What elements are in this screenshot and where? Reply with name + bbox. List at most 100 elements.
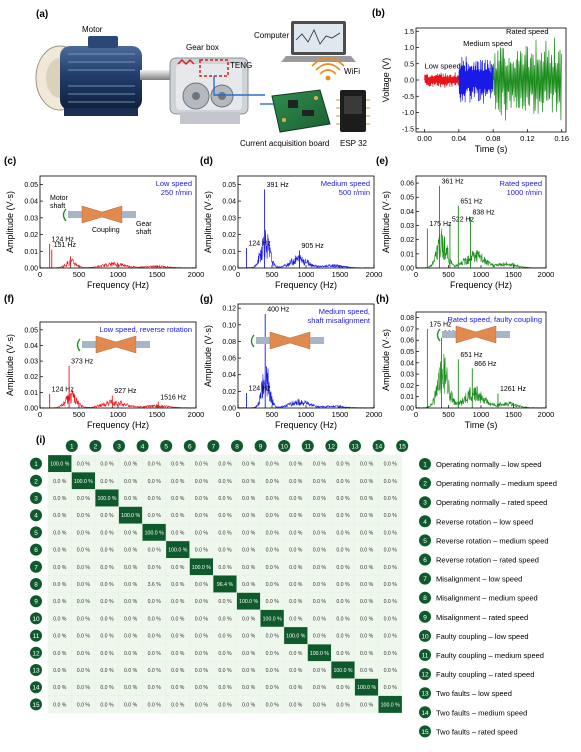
matrix-cell-value: 0.0 % bbox=[313, 616, 327, 622]
matrix-cell bbox=[378, 695, 403, 714]
col-header-label: 4 bbox=[141, 444, 145, 451]
matrix-cell-value: 0.0 % bbox=[124, 565, 138, 571]
matrix-cell-value: 100.0 % bbox=[263, 616, 282, 622]
chart-panels: (b) 0.00 0.04 0.08 0.12 0.16 -1.5 -1.0 -0.5 0.0 0.… bbox=[4, 8, 569, 430]
panel-b: (b) 0.00 0.04 0.08 0.12 0.16 -1.5 -1.0 -0.5 0.0 0.… bbox=[372, 8, 569, 154]
matrix-cell-value: 0.0 % bbox=[53, 582, 67, 588]
matrix-cell-value: 0.0 % bbox=[218, 496, 232, 502]
x-tick-label: 2000 bbox=[188, 410, 205, 419]
matrix-cell-value: 0.0 % bbox=[242, 668, 256, 674]
matrix-cell-value: 0.0 % bbox=[171, 462, 185, 468]
x-axis-label: Time (s) bbox=[475, 144, 508, 154]
legend-badge-number: 13 bbox=[421, 691, 429, 698]
x-axis-label: Frequency (Hz) bbox=[87, 420, 149, 430]
spectrum-line bbox=[415, 353, 546, 409]
matrix-cell-value: 0.0 % bbox=[148, 668, 162, 674]
matrix-cell-value: 0.0 % bbox=[360, 496, 374, 502]
matrix-cell-value: 0.0 % bbox=[171, 599, 185, 605]
row-header-label: 7 bbox=[34, 564, 38, 571]
peak-label: 905 Hz bbox=[302, 243, 325, 250]
matrix-cell-value: 0.0 % bbox=[218, 513, 232, 519]
peak-label: 175 Hz bbox=[429, 322, 452, 329]
series-line-low-speed bbox=[424, 72, 460, 89]
gear-shaft-shape bbox=[136, 341, 150, 348]
matrix-cell-value: 0.0 % bbox=[313, 462, 327, 468]
peak-label: 927 Hz bbox=[114, 388, 137, 395]
row-header-label: 15 bbox=[32, 702, 40, 709]
series-label-medium: Medium speed bbox=[463, 39, 512, 48]
matrix-cell-value: 0.0 % bbox=[218, 599, 232, 605]
legend-badge bbox=[419, 725, 431, 738]
matrix-cell-value: 0.0 % bbox=[384, 462, 398, 468]
peak-label: 651 Hz bbox=[460, 352, 483, 359]
matrix-cell-value: 0.0 % bbox=[195, 668, 209, 674]
col-header-label: 11 bbox=[304, 444, 311, 451]
matrix-cell-value: 0.0 % bbox=[384, 685, 398, 691]
matrix-cell-value: 0.0 % bbox=[100, 513, 114, 519]
gearbox-illustration bbox=[169, 57, 249, 124]
y-tick-label: 0.05 bbox=[400, 349, 414, 356]
row-header-label: 2 bbox=[34, 478, 38, 485]
legend-badge-number: 12 bbox=[421, 672, 429, 679]
x-tick-label: 1000 bbox=[110, 270, 127, 279]
x-axis-label: Time (s) bbox=[465, 420, 498, 430]
matrix-cell-value: 0.0 % bbox=[242, 565, 256, 571]
matrix-cell-value: 0.0 % bbox=[289, 530, 303, 536]
matrix-cell-value: 0.0 % bbox=[100, 530, 114, 536]
x-tick-label: 1500 bbox=[505, 410, 522, 419]
x-axis-label: Frequency (Hz) bbox=[275, 420, 337, 430]
matrix-cell-value: 0.0 % bbox=[313, 479, 327, 485]
matrix-cell-value: 0.0 % bbox=[124, 496, 138, 502]
matrix-cell-value: 0.0 % bbox=[171, 668, 185, 674]
y-tick-label: 0.03 bbox=[24, 215, 38, 222]
row-header-badge bbox=[30, 681, 42, 694]
matrix-cell-value: 0.0 % bbox=[360, 565, 374, 571]
matrix-cell-value: 0.0 % bbox=[53, 634, 67, 640]
matrix-cell-value: 100.0 % bbox=[121, 513, 140, 519]
matrix-cell-value: 0.0 % bbox=[171, 496, 185, 502]
y-tick-label: 0.02 bbox=[222, 389, 236, 396]
panel-letter-i: (i) bbox=[36, 435, 45, 446]
x-tick-label: 1500 bbox=[505, 270, 522, 279]
matrix-cell-value: 0.0 % bbox=[124, 616, 138, 622]
matrix-cell-value: 0.0 % bbox=[148, 548, 162, 554]
matrix-cell-value: 0.0 % bbox=[148, 616, 162, 622]
col-header-badge bbox=[396, 440, 409, 452]
matrix-cell-value: 0.0 % bbox=[53, 548, 67, 554]
peak-label: 373 Hz bbox=[71, 358, 94, 365]
matrix-cell-value: 0.0 % bbox=[124, 668, 138, 674]
gear-shaft-shape bbox=[310, 337, 324, 344]
peak-label: 1261 Hz bbox=[500, 386, 527, 393]
inset-label: Gear bbox=[136, 221, 152, 228]
legend-text: 250 r/min bbox=[161, 188, 192, 197]
matrix-cell-value: 0.0 % bbox=[313, 513, 327, 519]
matrix-cell-value: 0.0 % bbox=[384, 651, 398, 657]
series-label-low: Low speed bbox=[425, 62, 461, 71]
matrix-cell-value: 0.0 % bbox=[100, 702, 114, 708]
wire-teng-board bbox=[213, 76, 265, 96]
col-header-label: 12 bbox=[328, 444, 336, 451]
matrix-cell-value: 0.0 % bbox=[242, 513, 256, 519]
matrix-cell-value: 0.0 % bbox=[195, 616, 209, 622]
matrix-cell-value: 0.0 % bbox=[289, 582, 303, 588]
legend-text: Rated speed bbox=[499, 179, 542, 188]
legend-badge-number: 6 bbox=[423, 557, 427, 564]
row-header-badge bbox=[30, 612, 42, 625]
matrix-cell-value: 0.0 % bbox=[148, 462, 162, 468]
peak-label: 391 Hz bbox=[267, 182, 290, 189]
y-tick-label: 0.02 bbox=[400, 383, 414, 390]
x-tick-label: 2000 bbox=[366, 410, 383, 419]
matrix-cell-value: 0.0 % bbox=[289, 685, 303, 691]
legend-badge bbox=[419, 553, 431, 566]
x-tick-label: 1000 bbox=[473, 410, 490, 419]
matrix-cell-value: 0.0 % bbox=[218, 548, 232, 554]
y-tick-label: 0.03 bbox=[400, 372, 414, 379]
matrix-cell-value: 0.0 % bbox=[336, 599, 350, 605]
x-axis-label: Frequency (Hz) bbox=[275, 280, 337, 290]
matrix-cell-value: 0.0 % bbox=[100, 651, 114, 657]
y-tick-label: 0.06 bbox=[400, 181, 414, 188]
matrix-cell-value: 0.0 % bbox=[266, 634, 280, 640]
y-tick-label: 0.05 bbox=[400, 195, 414, 202]
y-tick-label: 0.01 bbox=[222, 249, 236, 256]
